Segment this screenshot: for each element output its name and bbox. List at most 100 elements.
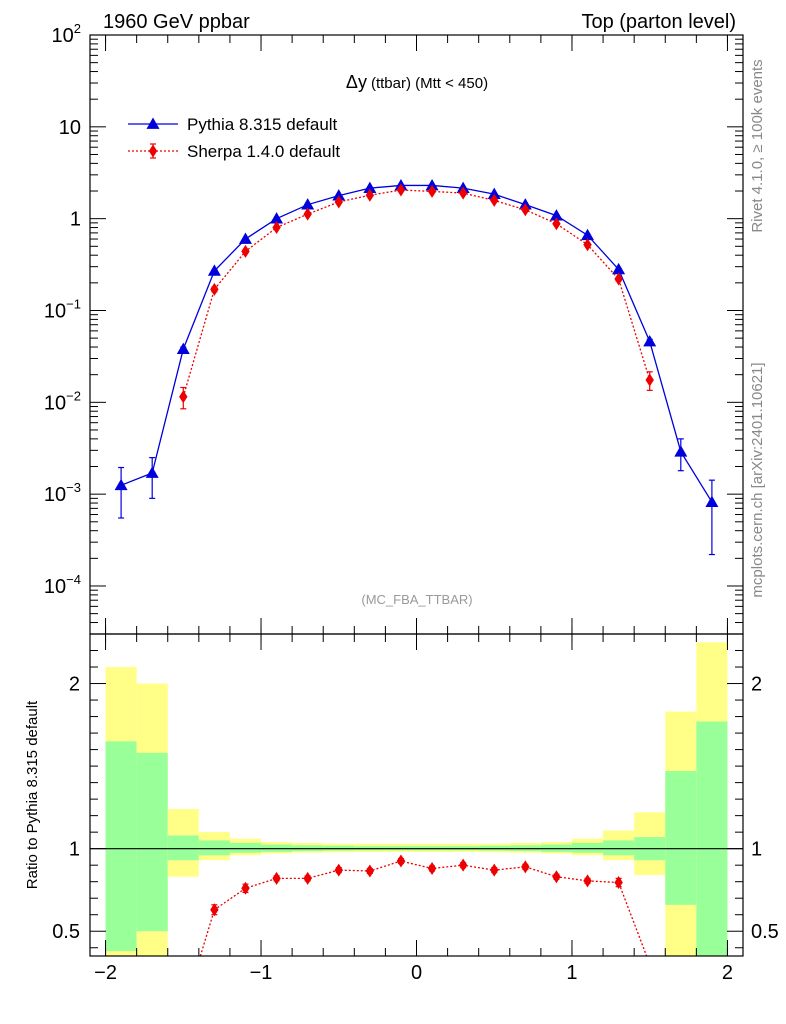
main-y-tick-exp-0: 2 (74, 21, 81, 36)
main-point-0-16 (612, 262, 626, 275)
main-point-1-9 (458, 186, 468, 200)
ratio-band-inner-2 (167, 835, 199, 861)
main-point-0-15 (581, 228, 595, 241)
ratio-y-tick-label-0: 0.5 (52, 921, 80, 943)
main-point-0-0 (114, 478, 128, 491)
main-point-1-12 (552, 217, 561, 231)
main-y-tick-label-3: 10−1 (44, 296, 81, 322)
ratio-band-inner-1 (136, 752, 168, 932)
main-point-0-18 (674, 445, 688, 457)
ratio-point-1 (241, 881, 250, 895)
legend-label-1: Sherpa 1.4.0 default (187, 142, 340, 161)
main-point-0-5 (270, 212, 284, 224)
main-point-1-4 (303, 207, 312, 221)
main-y-tick-base-4: 10 (44, 392, 66, 414)
ratio-y-tick-label-right-1: 1 (751, 839, 762, 861)
chart-title-main: Δy (346, 72, 367, 92)
ratio-point-5 (365, 864, 375, 878)
main-y-tick-base-5: 10 (44, 484, 66, 506)
main-point-0-10 (425, 178, 439, 191)
ratio-band-inner-0 (105, 741, 137, 952)
legend-marker-1 (148, 144, 158, 158)
main-y-tick-exp-5: −3 (66, 480, 81, 495)
main-point-1-10 (490, 193, 499, 207)
ratio-y-tick-label-1: 1 (69, 839, 80, 861)
main-point-1-5 (334, 195, 343, 209)
main-point-0-3 (207, 264, 221, 276)
rivet-side-label: Rivet 4.1.0, ≥ 100k events (749, 59, 766, 232)
main-point-0-8 (363, 181, 377, 194)
ratio-point-13 (614, 876, 623, 890)
chart-title-sub: (ttbar) (Mtt < 450) (371, 75, 488, 92)
main-y-tick-base-3: 10 (44, 300, 66, 322)
ratio-point-10 (521, 860, 530, 874)
ratio-point-4 (334, 863, 343, 877)
main-y-tick-label-0: 102 (52, 21, 81, 47)
ratio-point-0 (210, 903, 219, 917)
ratio-point-6 (396, 854, 406, 868)
ratio-x-tick-label-1: −1 (250, 962, 273, 984)
main-point-1-14 (614, 272, 623, 286)
ratio-band-inner-15 (571, 842, 604, 853)
main-point-0-4 (238, 232, 252, 244)
main-point-1-15 (645, 373, 654, 387)
main-point-0-17 (643, 334, 657, 347)
ratio-clipped-group (90, 642, 743, 956)
ratio-x-tick-label-4: 2 (722, 962, 733, 984)
ratio-x-tick-label-0: −2 (94, 962, 117, 984)
main-y-tick-label-4: 10−2 (44, 388, 81, 414)
main-y-tick-label-6: 10−4 (44, 572, 81, 598)
main-plot-content (114, 178, 719, 556)
main-y-tick-label-1: 10 (59, 117, 81, 139)
main-point-1-7 (396, 183, 406, 197)
main-point-0-12 (487, 187, 501, 200)
main-y-tick-exp-3: −1 (66, 296, 81, 311)
main-y-tick-label-5: 10−3 (44, 480, 81, 506)
main-point-1-11 (521, 203, 530, 217)
ratio-plot-panel: −2 −1 0 1 2 0.5 0.5 1 1 2 2 Ratio to Pythia 8.315 … (24, 633, 779, 984)
main-point-1-6 (365, 188, 375, 202)
chart-title: Δy (ttbar) (Mtt < 450) (346, 72, 488, 92)
main-y-tick-exp-4: −2 (66, 388, 81, 403)
legend-marker-0 (146, 117, 160, 129)
watermark-label: (MC_FBA_TTBAR) (361, 592, 472, 607)
ratio-band-inner-16 (603, 840, 635, 856)
main-point-0-6 (301, 198, 315, 210)
header-left: 1960 GeV ppbar (103, 11, 250, 33)
ratio-x-tick-label-3: 1 (566, 962, 577, 984)
main-y-tick-base-1: 10 (59, 117, 81, 139)
ratio-plot-content (90, 642, 743, 956)
main-point-1-0 (179, 390, 188, 404)
ratio-band-inner-18 (665, 771, 697, 905)
main-point-0-2 (176, 342, 190, 354)
main-point-0-19 (705, 495, 719, 507)
ratio-point-12 (583, 874, 592, 888)
main-point-0-7 (332, 189, 346, 201)
main-y-tick-label-2: 1 (70, 209, 81, 231)
main-point-1-8 (427, 184, 437, 198)
ratio-series-line (199, 860, 648, 956)
ratio-point-3 (303, 871, 312, 885)
main-point-0-1 (145, 466, 159, 478)
header-right: Top (parton level) (581, 11, 736, 33)
ratio-y-axis-label: Ratio to Pythia 8.315 default (24, 700, 41, 889)
ratio-y-tick-label-2: 2 (69, 674, 80, 696)
main-point-1-1 (210, 282, 219, 296)
ratio-band-inner-19 (696, 721, 728, 956)
ratio-point-11 (552, 870, 561, 884)
main-point-1-3 (272, 221, 281, 235)
ratio-point-2 (272, 871, 281, 885)
main-y-tick-base-6: 10 (44, 576, 66, 598)
ratio-y-tick-label-right-2: 2 (751, 674, 762, 696)
ratio-plot-frame (89, 633, 744, 957)
main-point-1-13 (583, 238, 592, 252)
main-y-tick-base-2: 1 (70, 209, 81, 231)
ratio-x-tick-label-2: 0 (411, 962, 422, 984)
ratio-point-7 (427, 861, 437, 875)
main-series-line-0 (120, 184, 713, 503)
main-y-tick-exp-6: −4 (66, 572, 81, 587)
ratio-band-inner-4 (229, 842, 262, 853)
